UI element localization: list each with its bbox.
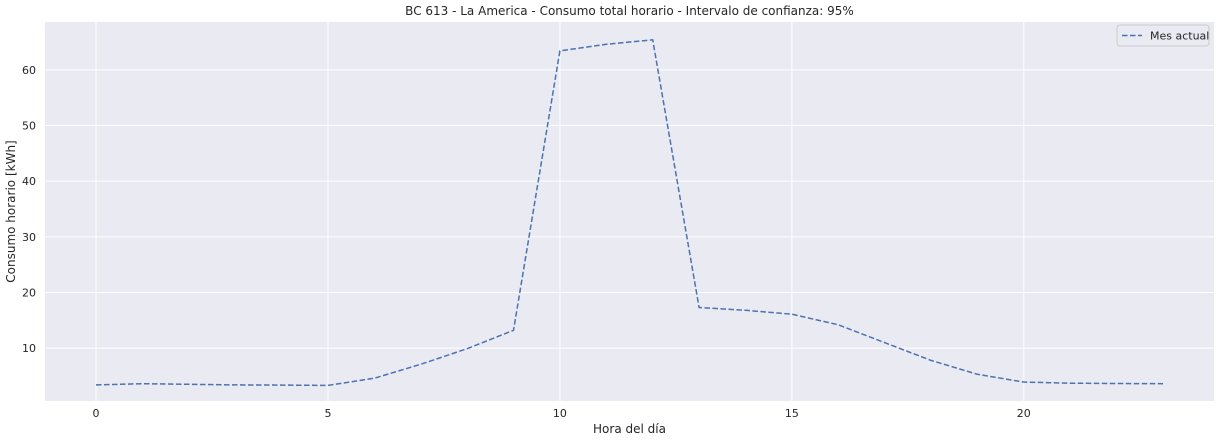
legend: Mes actual (1116, 24, 1210, 47)
x-tick-label: 10 (553, 407, 567, 420)
x-tick-labels: 0 5 10 15 20 (93, 407, 1031, 420)
y-tick-label: 40 (22, 175, 36, 188)
y-tick-labels: 10 20 30 40 50 60 (22, 64, 36, 355)
y-grid (45, 69, 1214, 349)
y-tick-label: 30 (22, 231, 36, 244)
x-tick-label: 20 (1017, 407, 1031, 420)
legend-box (1116, 24, 1210, 47)
x-tick-label: 0 (93, 407, 100, 420)
y-axis-label: Consumo horario [kWh] (4, 140, 18, 282)
y-tick-label: 10 (22, 342, 36, 355)
x-tick-label: 5 (324, 407, 331, 420)
y-tick-label: 50 (22, 120, 36, 133)
y-tick-label: 20 (22, 286, 36, 299)
legend-label: Mes actual (1150, 30, 1209, 43)
series-line (95, 38, 1164, 387)
y-tick-label: 60 (22, 64, 36, 77)
series-layer (95, 38, 1164, 387)
x-grid (95, 22, 1025, 401)
chart-title: BC 613 - La America - Consumo total hora… (405, 4, 854, 18)
plot-area (45, 22, 1214, 401)
x-tick-label: 15 (785, 407, 799, 420)
x-axis-label: Hora del día (593, 422, 666, 436)
